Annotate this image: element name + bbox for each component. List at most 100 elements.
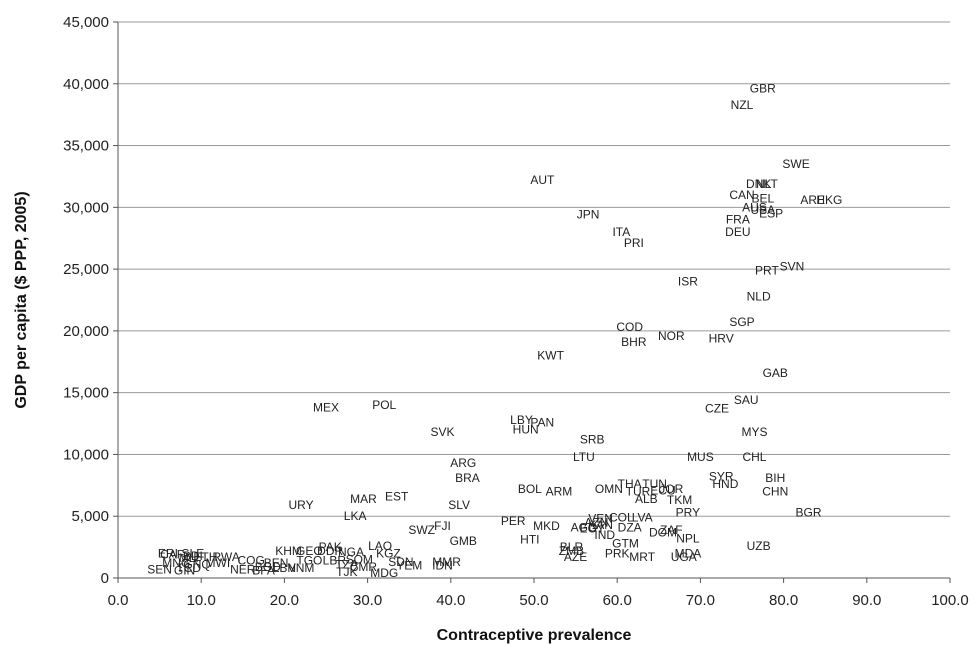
- data-point-lbr: LBR: [323, 554, 347, 568]
- data-point-hti: HTI: [520, 533, 539, 547]
- data-point-mys: MYS: [741, 425, 767, 439]
- data-point-sau: SAU: [734, 393, 759, 407]
- data-point-svk: SVK: [430, 425, 454, 439]
- data-point-kwt: KWT: [537, 349, 564, 363]
- y-tick-label: 25,000: [63, 261, 109, 278]
- data-point-tur: TUR: [626, 485, 651, 499]
- data-point-ben: BEN: [264, 556, 289, 570]
- data-point-ltu: LTU: [573, 450, 595, 464]
- data-point-fji: FJI: [434, 519, 451, 533]
- data-point-swz: SWZ: [408, 523, 435, 537]
- data-point-egy: EGY: [580, 522, 605, 536]
- data-point-pri: PRI: [624, 236, 644, 250]
- data-point-ven: VEN: [588, 512, 613, 526]
- data-point-jpn: JPN: [577, 208, 600, 222]
- data-point-svn: SVN: [780, 260, 805, 274]
- data-point-usa: USA: [750, 203, 775, 217]
- y-tick-label: 0: [101, 570, 109, 587]
- data-point-col: COL: [609, 510, 634, 524]
- data-point-lby: LBY: [510, 413, 533, 427]
- y-tick-label: 35,000: [63, 138, 109, 155]
- data-point-slv: SLV: [448, 498, 470, 512]
- data-point-gtm: GTM: [612, 536, 639, 550]
- data-point-nga: NGA: [338, 545, 364, 559]
- data-point-dza: DZA: [618, 520, 642, 534]
- data-point-esp: ESP: [759, 207, 783, 221]
- data-point-tza: TZA: [335, 557, 358, 571]
- data-point-dom: DOM: [649, 525, 677, 539]
- x-tick-label: 90.0: [852, 592, 881, 609]
- data-point-mli: MLI: [179, 551, 199, 565]
- data-point-nlt: NLT: [756, 177, 778, 191]
- data-point-mda: MDA: [675, 546, 702, 560]
- y-tick-label: 15,000: [63, 385, 109, 402]
- data-point-arm: ARM: [546, 485, 573, 499]
- data-point-jor: JOR: [659, 482, 683, 496]
- gridlines: [118, 21, 950, 517]
- data-point-gnq: GNQ: [183, 557, 210, 571]
- x-tick-labels: 0.0 10.0 20.0 30.0 40.0 50.0 60.0 70.0 80.0 90.0 1…: [108, 592, 969, 609]
- data-point-pry: PRY: [676, 506, 700, 520]
- data-point-zmb: ZMB: [559, 544, 584, 558]
- data-point-dnk: DNK: [746, 177, 771, 191]
- data-point-ecu: ECU: [650, 483, 675, 497]
- data-point-omn: OMN: [595, 482, 623, 496]
- data-point-lva: LVA: [632, 510, 653, 524]
- x-tick-label: 10.0: [187, 592, 216, 609]
- data-point-nld: NLD: [747, 289, 771, 303]
- data-point-est: EST: [385, 489, 409, 503]
- data-point-ner: NER: [230, 562, 256, 576]
- data-point-gin: GIN: [174, 564, 195, 578]
- data-point-som: SOM: [346, 552, 373, 566]
- data-point-mus: MUS: [687, 450, 714, 464]
- data-point-prt: PRT: [755, 263, 779, 277]
- data-point-gbr: GBR: [750, 82, 776, 96]
- data-point-hrv: HRV: [709, 331, 734, 345]
- data-point-bol: BOL: [518, 482, 542, 496]
- data-point-lao: LAO: [368, 539, 392, 553]
- data-point-nzl: NZL: [731, 98, 754, 112]
- data-point-arg: ARG: [450, 456, 476, 470]
- data-point-deu: DEU: [725, 225, 750, 239]
- data-point-kgz: KGZ: [376, 546, 401, 560]
- data-point-ita: ITA: [612, 225, 630, 239]
- data-point-blr: BLR: [560, 540, 584, 554]
- data-point-are: ARE: [800, 193, 825, 207]
- data-point-geo: GEO: [296, 544, 323, 558]
- data-point-sen: SEN: [147, 562, 172, 576]
- data-point-yem: YEM: [396, 559, 422, 573]
- data-point-sdn: SDN: [388, 555, 413, 569]
- y-tick-label: 10,000: [63, 446, 109, 463]
- y-tick-label: 30,000: [63, 199, 109, 216]
- data-point-gmb: GMB: [450, 534, 477, 548]
- x-tick-label: 30.0: [353, 592, 382, 609]
- y-tick-label: 5,000: [71, 508, 109, 525]
- data-point-npl: NPL: [676, 531, 700, 545]
- data-point-hun: HUN: [513, 423, 539, 437]
- data-point-prk: PRK: [605, 546, 630, 560]
- data-point-isr: ISR: [678, 274, 698, 288]
- x-tick-label: 80.0: [769, 592, 798, 609]
- data-point-eri: ERI: [158, 546, 178, 560]
- x-tick-label: 50.0: [519, 592, 548, 609]
- data-point-mrt: MRT: [629, 550, 655, 564]
- data-point-uga: UGA: [671, 550, 697, 564]
- data-point-mdg: MDG: [370, 566, 398, 580]
- data-point-idn: IDN: [432, 559, 453, 573]
- data-point-cmr: CMR: [350, 560, 378, 574]
- data-point-tgo: TGO: [296, 554, 322, 568]
- data-point-ago: AGO: [571, 520, 598, 534]
- data-point-chl: CHL: [742, 450, 766, 464]
- data-point-ind: IND: [594, 528, 615, 542]
- x-tick-label: 60.0: [603, 592, 632, 609]
- data-point-pol: POL: [372, 398, 396, 412]
- data-point-caf: CAF: [160, 548, 184, 562]
- data-point-fra: FRA: [726, 213, 750, 227]
- data-point-azn: AZN: [584, 515, 608, 529]
- data-point-syr: SYR: [709, 470, 734, 484]
- data-point-sgp: SGP: [729, 315, 754, 329]
- data-point-bhr: BHR: [621, 335, 647, 349]
- data-point-kan: KAN: [588, 518, 613, 532]
- x-tick-label: 0.0: [108, 592, 129, 609]
